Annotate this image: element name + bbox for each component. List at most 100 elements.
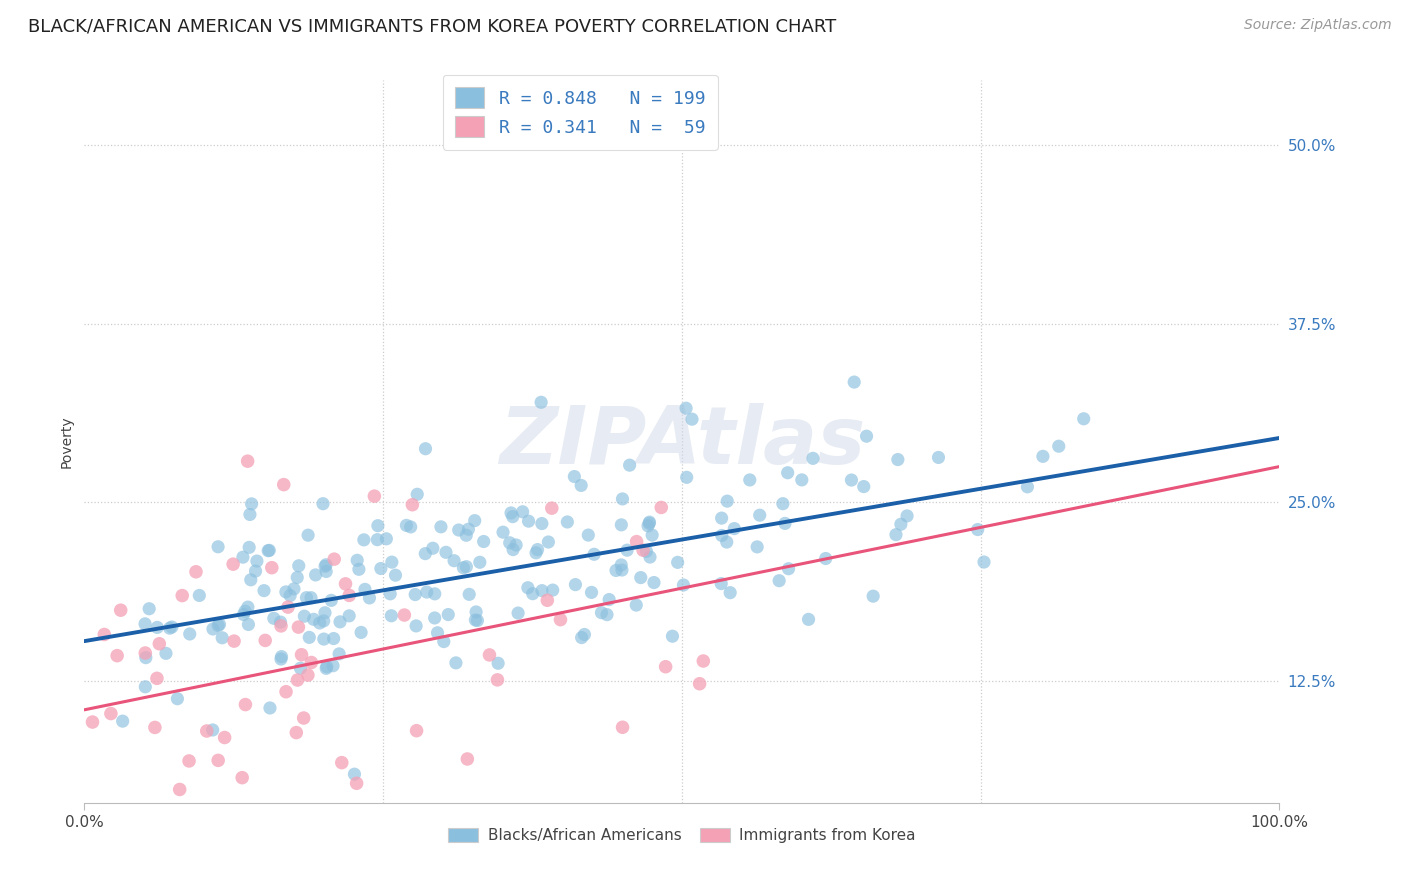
Point	[350, 625, 373, 640]
Point	[478, 648, 501, 662]
Point	[776, 466, 799, 480]
Point	[747, 540, 769, 554]
Point	[405, 723, 427, 738]
Point	[564, 577, 586, 591]
Point	[456, 752, 478, 766]
Point	[852, 479, 875, 493]
Point	[278, 589, 301, 603]
Point	[297, 668, 319, 682]
Point	[689, 677, 711, 691]
Point	[299, 656, 322, 670]
Point	[486, 673, 509, 687]
Point	[231, 771, 253, 785]
Point	[716, 535, 738, 549]
Point	[166, 691, 188, 706]
Point	[353, 533, 375, 547]
Point	[464, 613, 486, 627]
Point	[201, 723, 224, 737]
Point	[426, 625, 449, 640]
Point	[285, 725, 308, 739]
Point	[505, 538, 527, 552]
Point	[177, 754, 200, 768]
Point	[530, 395, 553, 409]
Point	[536, 593, 558, 607]
Point	[254, 633, 277, 648]
Point	[346, 553, 368, 567]
Text: Source: ZipAtlas.com: Source: ZipAtlas.com	[1244, 18, 1392, 32]
Point	[159, 621, 181, 635]
Point	[343, 767, 366, 781]
Point	[681, 412, 703, 426]
Point	[583, 547, 606, 561]
Point	[315, 659, 337, 673]
Point	[315, 565, 337, 579]
Point	[299, 591, 322, 605]
Point	[292, 609, 315, 624]
Point	[465, 605, 488, 619]
Point	[723, 522, 745, 536]
Point	[637, 519, 659, 533]
Point	[298, 631, 321, 645]
Point	[314, 606, 336, 620]
Point	[447, 523, 470, 537]
Point	[148, 637, 170, 651]
Point	[211, 631, 233, 645]
Point	[610, 558, 633, 572]
Point	[314, 559, 336, 574]
Point	[311, 824, 333, 838]
Point	[253, 583, 276, 598]
Point	[283, 582, 305, 596]
Point	[337, 588, 360, 602]
Point	[540, 501, 562, 516]
Point	[630, 571, 652, 585]
Point	[308, 615, 330, 630]
Point	[550, 613, 572, 627]
Point	[468, 555, 491, 569]
Point	[966, 523, 988, 537]
Point	[321, 593, 343, 607]
Point	[367, 518, 389, 533]
Point	[718, 585, 741, 599]
Point	[363, 489, 385, 503]
Point	[927, 450, 949, 465]
Point	[259, 543, 281, 558]
Point	[710, 511, 733, 525]
Point	[184, 565, 207, 579]
Point	[610, 517, 633, 532]
Point	[232, 607, 254, 622]
Point	[499, 506, 522, 520]
Point	[287, 620, 309, 634]
Point	[641, 528, 664, 542]
Point	[330, 756, 353, 770]
Point	[526, 542, 548, 557]
Point	[884, 527, 907, 541]
Point	[569, 478, 592, 492]
Point	[134, 646, 156, 660]
Point	[768, 574, 790, 588]
Point	[401, 498, 423, 512]
Point	[135, 650, 157, 665]
Point	[524, 546, 547, 560]
Point	[172, 589, 194, 603]
Point	[499, 536, 522, 550]
Point	[654, 659, 676, 673]
Point	[748, 508, 770, 523]
Point	[574, 627, 596, 641]
Point	[692, 654, 714, 668]
Point	[522, 587, 544, 601]
Point	[134, 616, 156, 631]
Point	[517, 514, 540, 528]
Point	[384, 568, 406, 582]
Point	[347, 562, 370, 576]
Point	[236, 454, 259, 468]
Point	[107, 807, 129, 822]
Point	[322, 632, 344, 646]
Point	[134, 680, 156, 694]
Point	[844, 375, 866, 389]
Point	[105, 648, 128, 663]
Point	[423, 587, 446, 601]
Point	[375, 532, 398, 546]
Point	[160, 620, 183, 634]
Point	[571, 631, 593, 645]
Point	[666, 555, 689, 569]
